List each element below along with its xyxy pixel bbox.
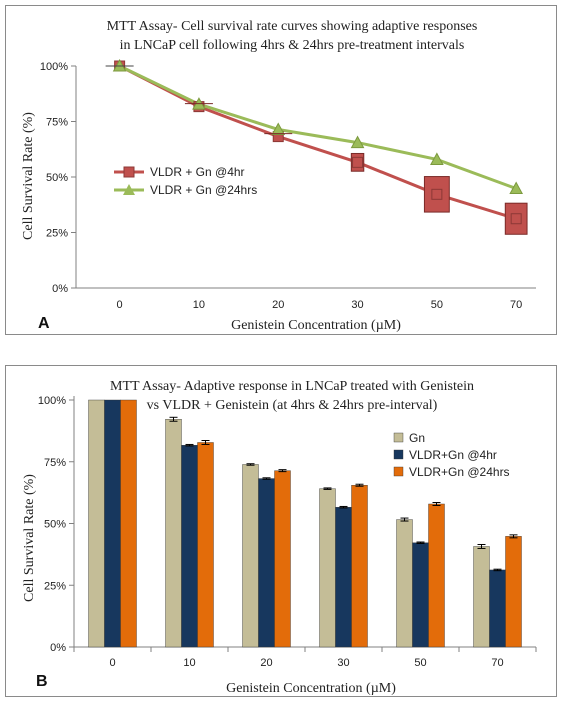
chart-a-point-marker (350, 135, 365, 149)
chart-b-x-tick-label: 10 (183, 657, 195, 669)
chart-a-point-marker (509, 181, 524, 195)
chart-b-bar (274, 470, 291, 648)
chart-a-y-tick-label: 100% (40, 61, 68, 73)
chart-a-ylabel: Cell Survival Rate (%) (21, 112, 36, 240)
chart-a-svg: MTT Assay- Cell survival rate curves sho… (21, 19, 536, 333)
chart-b-bar (335, 506, 352, 648)
chart-a-point-marker (430, 152, 444, 165)
chart-a-plot: 0% 25% 50% 75% 100% 0 10 20 30 50 70 VLDR + Gn @4hr… (40, 58, 536, 311)
chart-b-x-tick-label: 50 (414, 657, 426, 669)
chart-b-bar (197, 442, 214, 648)
chart-b-x-tick-label: 0 (109, 657, 115, 669)
chart-b-svg: MTT Assay- Adaptive response in LNCaP tr… (22, 379, 537, 696)
panel-a: MTT Assay- Cell survival rate curves sho… (5, 5, 557, 335)
chart-b-bar (351, 485, 368, 648)
chart-b-bar (428, 503, 445, 648)
chart-b-bar (120, 399, 137, 648)
chart-a-legend-marker (123, 184, 135, 195)
chart-a-x-tick-label: 20 (272, 299, 284, 311)
chart-b-legend-label: Gn (409, 431, 425, 445)
chart-a-x-tick-label: 70 (510, 299, 522, 311)
chart-a-y-tick-label: 50% (46, 172, 68, 184)
chart-a-legend-marker (123, 166, 135, 178)
chart-a-x-tick-label: 50 (431, 299, 443, 311)
chart-b-bar (242, 464, 259, 648)
chart-b-bar (396, 519, 413, 648)
chart-b-y-tick-label: 100% (38, 395, 66, 407)
chart-b-x-tick-label: 30 (337, 657, 349, 669)
chart-a-point-marker (271, 122, 286, 135)
chart-a-point-marker (510, 213, 522, 225)
chart-b-bar (473, 546, 490, 648)
chart-b-plot: 0% 25% 50% 75% 100% 0 10 20 30 50 70 Gn VLDR+Gn @4hr… (38, 395, 537, 669)
chart-a-y-tick-label: 75% (46, 117, 68, 129)
chart-b-legend-swatch (393, 466, 404, 477)
chart-b-legend-swatch (393, 449, 404, 460)
chart-a-y-tick-label: 0% (52, 283, 68, 295)
chart-a-legend-label: VLDR + Gn @24hrs (150, 183, 257, 197)
chart-a-legend-label: VLDR + Gn @4hr (150, 165, 245, 179)
chart-b-y-tick-label: 25% (44, 580, 66, 592)
chart-b-y-tick-label: 75% (44, 457, 66, 469)
panel-b: MTT Assay- Adaptive response in LNCaP tr… (5, 365, 557, 697)
chart-a-panel-label: A (38, 315, 50, 332)
chart-b-bar (319, 488, 336, 648)
chart-b-bar (181, 445, 198, 648)
chart-b-legend-label: VLDR+Gn @4hr (409, 448, 497, 462)
chart-b-ylabel: Cell Survival Rate (%) (22, 474, 37, 602)
chart-a-series-line (118, 64, 517, 221)
chart-b-bar (258, 478, 275, 648)
chart-b-y-tick-label: 50% (44, 519, 66, 531)
chart-b-bar (165, 419, 182, 648)
chart-a-xlabel: Genistein Concentration (µM) (231, 318, 401, 333)
chart-a-series-line (118, 64, 517, 190)
chart-a-x-tick-label: 30 (351, 299, 363, 311)
chart-a-title-line-1: MTT Assay- Cell survival rate curves sho… (107, 19, 478, 34)
chart-b-bar (505, 536, 522, 648)
chart-b-x-tick-label: 70 (491, 657, 503, 669)
chart-b-legend-swatch (393, 432, 404, 443)
chart-a-y-tick-label: 25% (46, 228, 68, 240)
chart-b-bar (88, 399, 105, 648)
chart-b-legend-label: VLDR+Gn @24hrs (409, 465, 510, 479)
chart-a-title-line-2: in LNCaP cell following 4hrs & 24hrs pre… (120, 38, 465, 53)
chart-b-title-line-1: MTT Assay- Adaptive response in LNCaP tr… (110, 379, 474, 394)
chart-b-bar (412, 542, 429, 648)
chart-a-point-marker (352, 156, 364, 168)
chart-b-panel-label: B (36, 673, 48, 690)
chart-b-title-line-2: vs VLDR + Genistein (at 4hrs & 24hrs pre… (147, 398, 438, 413)
chart-b-bar (489, 569, 506, 648)
chart-b-xlabel: Genistein Concentration (µM) (226, 681, 396, 696)
chart-a-x-tick-label: 10 (193, 299, 205, 311)
chart-b-bar (104, 399, 121, 648)
chart-b-x-tick-label: 20 (260, 657, 272, 669)
chart-a-x-tick-label: 0 (117, 299, 123, 311)
chart-b-y-tick-label: 0% (50, 642, 66, 654)
chart-a-point-marker (431, 188, 443, 200)
